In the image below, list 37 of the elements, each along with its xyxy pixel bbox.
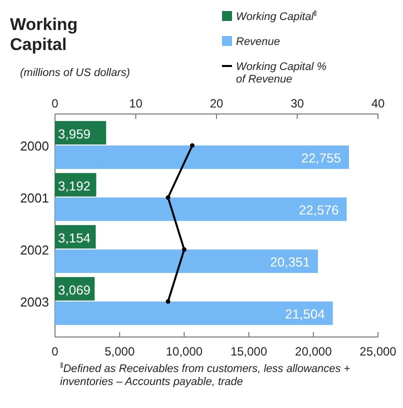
x2-tick-label: 30 bbox=[290, 96, 304, 110]
x2-tick-label: 40 bbox=[371, 96, 385, 110]
point bbox=[182, 247, 186, 252]
x-tick-label: 5,000 bbox=[104, 344, 135, 359]
x-tick-label: 15,000 bbox=[230, 344, 268, 359]
x-tick-label: 25,000 bbox=[360, 344, 397, 359]
data-label: 22,755 bbox=[301, 150, 341, 166]
legend-label: Working Capital % of Revenue bbox=[236, 61, 327, 86]
chart-title: Working Capital bbox=[10, 15, 78, 54]
bar bbox=[55, 197, 347, 221]
x2-tick-label: 0 bbox=[52, 96, 59, 110]
data-label: 21,504 bbox=[285, 306, 325, 322]
x2-tick-label: 10 bbox=[129, 96, 143, 110]
x-tick-label: 20,000 bbox=[295, 344, 332, 359]
y-tick-label: 2000 bbox=[20, 138, 49, 154]
data-label: 3,959 bbox=[58, 126, 91, 142]
bar bbox=[55, 250, 318, 273]
y-tick-label: 2003 bbox=[20, 294, 49, 310]
point bbox=[190, 143, 195, 148]
data-label: 3,154 bbox=[58, 230, 91, 246]
y-tick-label: 2002 bbox=[20, 242, 49, 258]
x-tick-label: 0 bbox=[52, 344, 59, 359]
point bbox=[166, 299, 170, 304]
data-label: 20,351 bbox=[270, 254, 310, 270]
legend-label: Working Capital$^{‖}$ bbox=[236, 8, 317, 23]
legend-label: Revenue bbox=[236, 36, 280, 48]
data-label: 3,192 bbox=[58, 178, 91, 194]
data-label: 22,576 bbox=[298, 202, 339, 218]
data-label: 3,069 bbox=[58, 282, 91, 298]
chart-subtitle: (millions of US dollars) bbox=[20, 67, 130, 79]
x2-tick-label: 20 bbox=[210, 96, 224, 110]
y-tick-label: 2001 bbox=[20, 190, 49, 206]
bar bbox=[55, 145, 349, 169]
text: $^{‖}$Defined as Receivables from customers, less allowances + inventories – Accounts payable, trade bbox=[60, 360, 351, 388]
point bbox=[166, 195, 170, 200]
bar bbox=[55, 302, 333, 325]
x-tick-label: 10,000 bbox=[166, 344, 203, 359]
